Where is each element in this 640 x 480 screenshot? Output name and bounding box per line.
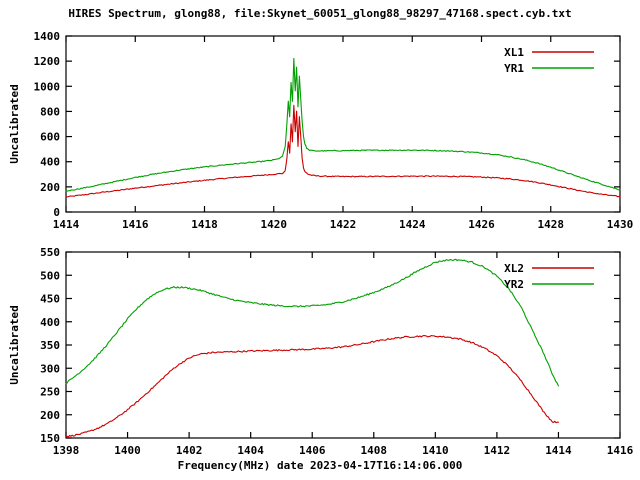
trace-xl2 [65,334,559,438]
x-tick-label-bottom: 1400 [114,444,141,457]
x-tick-label-bottom: 1398 [53,444,80,457]
x-tick-label-bottom: 1406 [299,444,326,457]
x-tick-label-bottom: 1410 [422,444,449,457]
x-tick-label-bottom: 1408 [361,444,388,457]
y-tick-label-bottom: 300 [40,362,60,375]
y-tick-label-top: 1200 [34,55,61,68]
x-tick-label-bottom: 1402 [176,444,203,457]
y-axis-label-bottom: Uncalibrated [8,305,21,384]
x-tick-label-top: 1414 [53,218,80,231]
legend-label-xl1: XL1 [504,46,524,59]
y-tick-label-top: 600 [40,131,60,144]
legend-label-xl2: XL2 [504,262,524,275]
y-axis-label-top: Uncalibrated [8,84,21,163]
y-tick-label-bottom: 250 [40,386,60,399]
x-tick-label-top: 1422 [330,218,357,231]
x-tick-label-top: 1426 [468,218,495,231]
y-tick-label-top: 200 [40,181,60,194]
y-tick-label-top: 800 [40,105,60,118]
y-tick-label-bottom: 450 [40,293,60,306]
x-tick-label-top: 1416 [122,218,149,231]
x-tick-label-top: 1428 [538,218,565,231]
y-tick-label-top: 1000 [34,80,61,93]
y-tick-label-bottom: 550 [40,246,60,259]
trace-xl1 [65,104,621,198]
y-tick-label-bottom: 150 [40,432,60,445]
trace-yr2 [65,258,559,387]
y-tick-label-bottom: 200 [40,409,60,422]
trace-yr1 [65,57,621,192]
y-tick-label-bottom: 400 [40,316,60,329]
x-tick-label-bottom: 1412 [484,444,511,457]
x-axis-label: Frequency(MHz) date 2023-04-17T16:14:06.… [177,459,463,472]
page-title: HIRES Spectrum, glong88, file:Skynet_600… [68,7,572,20]
x-tick-label-bottom: 1416 [607,444,634,457]
plot-frame-bottom [65,251,621,439]
plot-frame-top [65,35,621,213]
y-tick-label-top: 400 [40,156,60,169]
y-tick-label-bottom: 350 [40,339,60,352]
x-tick-label-top: 1418 [191,218,218,231]
x-tick-label-top: 1420 [261,218,288,231]
legend-label-yr1: YR1 [504,62,524,75]
y-tick-label-bottom: 500 [40,269,60,282]
x-tick-label-top: 1430 [607,218,634,231]
y-tick-label-top: 1400 [34,30,61,43]
legend-label-yr2: YR2 [504,278,524,291]
y-tick-label-top: 0 [53,206,60,219]
x-tick-label-bottom: 1414 [545,444,572,457]
x-tick-label-bottom: 1404 [237,444,264,457]
x-tick-label-top: 1424 [399,218,426,231]
